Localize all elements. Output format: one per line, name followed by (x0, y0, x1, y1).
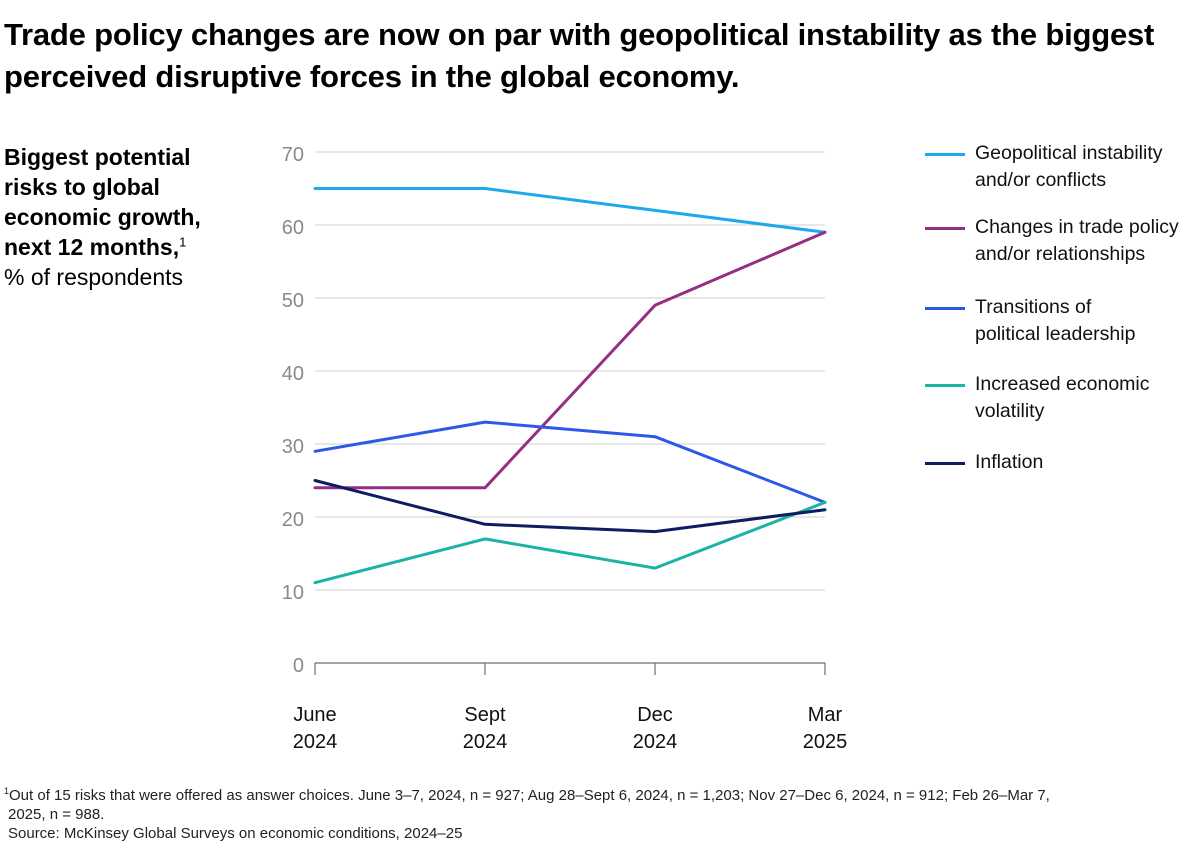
legend-item-4: Inflation (925, 449, 1200, 509)
chart-title: Trade policy changes are now on par with… (4, 17, 1155, 94)
series-line-1 (313, 230, 827, 490)
legend-swatch-2 (925, 307, 965, 310)
footnote-line-2: 2025, n = 988. (8, 806, 105, 823)
x-tick-label-1-0: Sept (464, 704, 506, 726)
series-line-4 (313, 479, 827, 534)
y-tick-label-10: 10 (282, 582, 304, 604)
y-tick-label-50: 50 (282, 290, 304, 312)
source-line: Source: McKinsey Global Surveys on econo… (8, 825, 463, 842)
y-tick-label-30: 30 (282, 436, 304, 458)
footnote-marker: 1 (4, 786, 10, 796)
legend-label-4: Inflation (975, 451, 1044, 473)
x-tick-label-2-0: Dec (637, 704, 673, 726)
x-tick-label-2-1: 2024 (633, 731, 678, 753)
y-axis-label: Biggest potential risks to global econom… (4, 144, 201, 260)
x-tick-label-0-1: 2024 (293, 731, 338, 753)
legend-label-0: Geopolitical instability and/or conflicts (975, 142, 1163, 191)
y-tick-label-20: 20 (282, 509, 304, 531)
legend-item-2: Transitions of political leadership (925, 294, 1200, 354)
footnote-text-1: Out of 15 risks that were offered as ans… (9, 787, 1050, 804)
footnote-ref: 1 (179, 234, 187, 250)
series-line-3 (313, 500, 827, 585)
y-axis-unit: % of respondents (4, 264, 184, 290)
legend-swatch-4 (925, 462, 965, 465)
footnote: 1Out of 15 risks that were offered as an… (4, 786, 1194, 843)
legend-label-3: Increased economic volatility (975, 373, 1150, 422)
legend-swatch-0 (925, 153, 965, 156)
y-tick-label-0: 0 (293, 655, 304, 677)
y-tick-label-40: 40 (282, 363, 304, 385)
legend-item-3: Increased economic volatility (925, 371, 1200, 431)
legend-item-0: Geopolitical instability and/or conflicts (925, 140, 1200, 200)
x-tick-label-3-0: Mar (808, 704, 843, 726)
legend-label-1: Changes in trade policy and/or relationsh… (975, 216, 1179, 265)
legend-item-1: Changes in trade policy and/or relationsh… (925, 214, 1200, 274)
legend-label-2: Transitions of political leadership (975, 296, 1136, 345)
series-line-0 (313, 187, 827, 234)
y-axis-description: Biggest potential risks to global econom… (4, 142, 244, 292)
x-tick-label-3-1: 2025 (803, 731, 848, 753)
legend-swatch-3 (925, 384, 965, 387)
series-line-2 (313, 420, 827, 504)
x-tick-label-1-1: 2024 (463, 731, 508, 753)
y-tick-label-70: 70 (282, 144, 304, 166)
y-tick-label-60: 60 (282, 217, 304, 239)
x-tick-label-0-0: June (293, 704, 336, 726)
legend-swatch-1 (925, 227, 965, 230)
footnote-line-1: 1Out of 15 risks that were offered as an… (4, 786, 1194, 805)
